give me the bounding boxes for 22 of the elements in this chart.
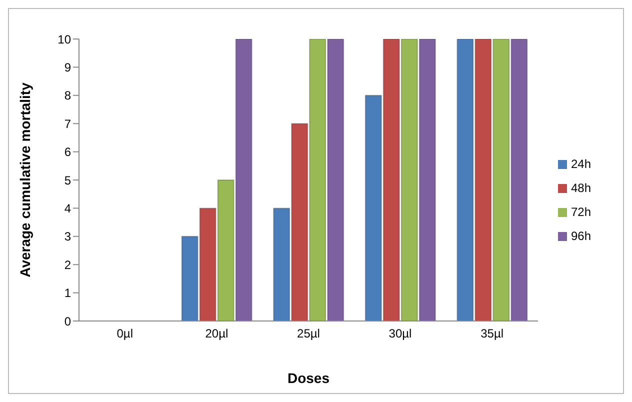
y-tick-label: 10 [58,32,72,46]
y-axis-title: Average cumulative mortality [16,82,33,278]
x-axis-title: Doses [287,370,330,386]
y-tick-label: 6 [64,145,72,160]
y-tick-label: 0 [64,314,72,328]
y-tick-label: 2 [64,258,72,272]
y-tick-label: 3 [64,230,72,244]
legend-label: 96h [570,229,591,243]
legend-label: 72h [570,205,591,219]
y-tick-label: 4 [64,201,72,216]
x-tick-label: 0µl [116,326,134,341]
y-tick-label: 5 [64,173,72,188]
x-tick-label: 25µl [297,326,320,341]
y-tick-label: 8 [64,88,72,103]
x-tick-label: 30µl [388,326,412,341]
x-tick-label: 20µl [205,326,228,341]
y-tick-label: 7 [64,116,72,131]
y-tick-label: 1 [64,286,72,300]
y-tick-label: 9 [64,60,72,74]
legend-label: 24h [570,157,591,171]
x-tick-label: 35µl [480,326,504,341]
legend-label: 48h [570,181,591,195]
